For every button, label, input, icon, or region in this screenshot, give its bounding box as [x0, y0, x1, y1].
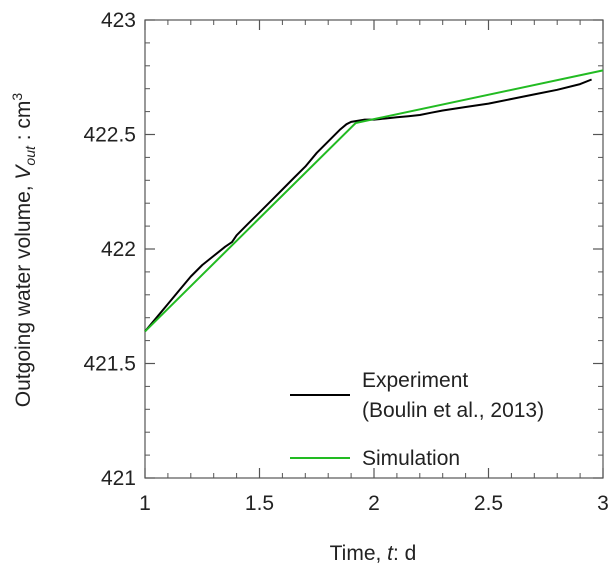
x-tick-label: 1	[139, 492, 151, 515]
series-line-experiment	[144, 78, 592, 333]
y-axis-label-sub: out	[22, 145, 38, 166]
y-tick-label: 421	[101, 467, 136, 490]
x-tick-labels: 1 1.5 2 2.5 3	[139, 492, 609, 515]
series-layer	[144, 69, 604, 333]
y-axis-label-suffix: : cm	[12, 101, 35, 147]
x-axis-label-var: t	[387, 542, 394, 565]
series-line-simulation	[144, 69, 604, 333]
x-tick-label: 3	[597, 492, 609, 515]
legend: Experiment (Boulin et al., 2013) Simulatio…	[290, 369, 544, 470]
y-tick-label: 422	[101, 238, 136, 261]
y-tick-labels: 421 421.5 422 422.5 423	[83, 9, 136, 490]
x-axis-label-suffix: : d	[393, 542, 416, 565]
y-tick-label: 422.5	[83, 124, 136, 147]
legend-label: Simulation	[362, 447, 460, 470]
axis-ticks	[144, 19, 604, 479]
x-tick-label: 2	[368, 492, 380, 515]
legend-label: (Boulin et al., 2013)	[362, 399, 544, 422]
y-tick-label: 421.5	[83, 353, 136, 376]
x-tick-label: 1.5	[245, 492, 274, 515]
y-axis-label-sup: 3	[9, 93, 25, 101]
y-axis-label: Outgoing water volume, Vout : cm3	[9, 93, 38, 408]
y-tick-label: 423	[101, 9, 136, 32]
y-axis-label-var: V	[12, 164, 35, 180]
legend-label: Experiment	[362, 369, 468, 392]
y-axis-label-prefix: Outgoing water volume,	[12, 180, 35, 408]
x-tick-label: 2.5	[474, 492, 503, 515]
x-axis-label-prefix: Time,	[330, 542, 388, 565]
x-axis-label: Time, t: d	[330, 542, 417, 565]
